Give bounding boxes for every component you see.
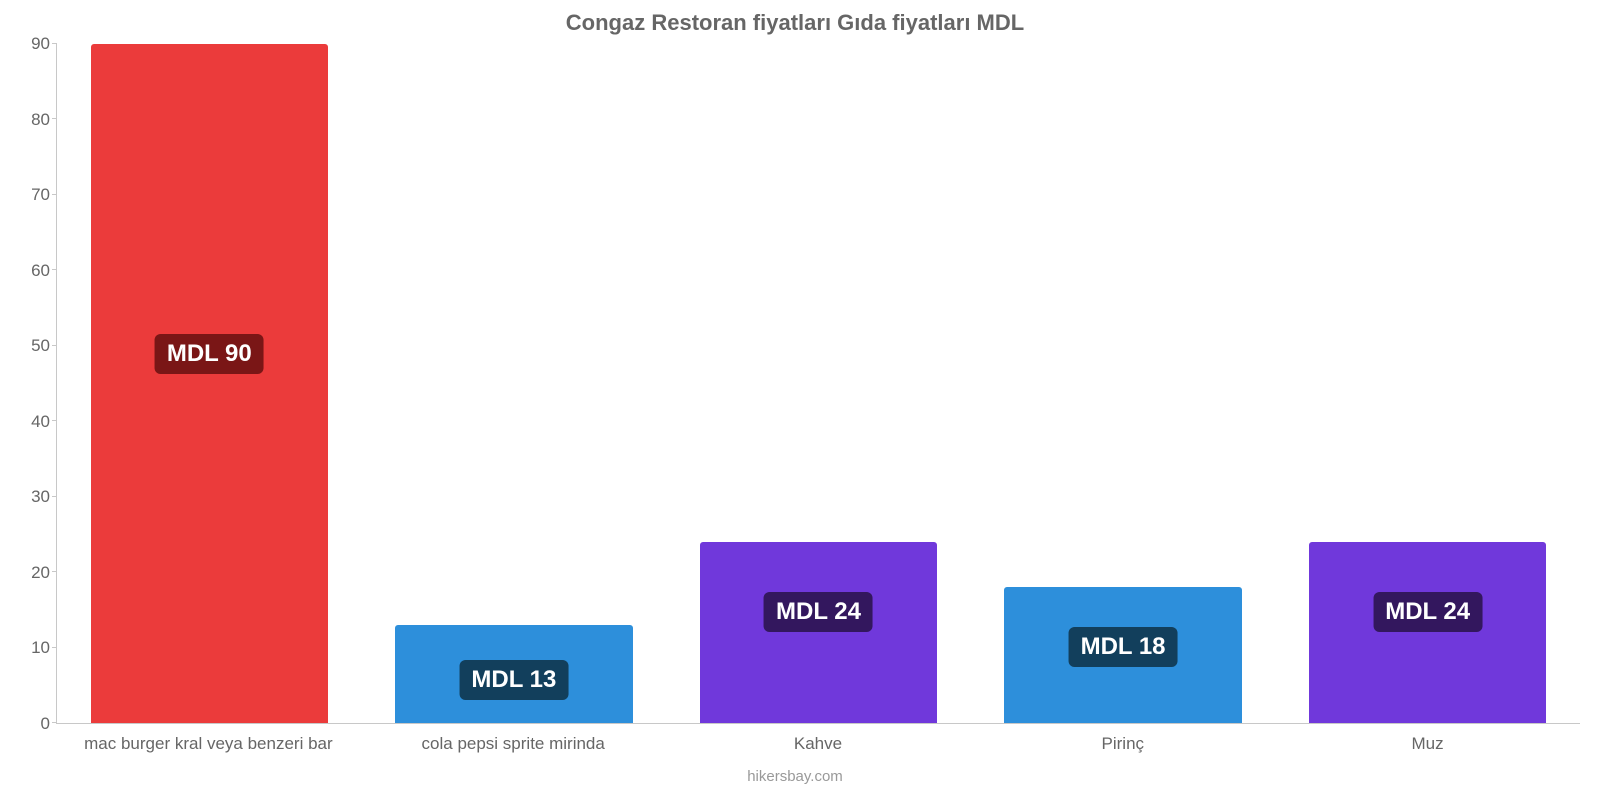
bar-slot: MDL 90: [57, 44, 362, 723]
x-tick-label: Kahve: [666, 724, 971, 754]
bar-slot: MDL 24: [666, 44, 971, 723]
y-tick-label: 80: [31, 110, 50, 130]
x-tick-label: Pirinç: [970, 724, 1275, 754]
y-tick-mark: [52, 722, 57, 723]
x-tick-label: mac burger kral veya benzeri bar: [56, 724, 361, 754]
y-tick-label: 70: [31, 185, 50, 205]
y-tick-mark: [52, 647, 57, 648]
bars-group: MDL 90 MDL 13 MDL 24 MDL 18 MDL 24: [57, 44, 1580, 723]
y-tick-label: 20: [31, 563, 50, 583]
bar: MDL 18: [1004, 587, 1242, 723]
bar-slot: MDL 13: [362, 44, 667, 723]
y-tick-mark: [52, 496, 57, 497]
x-tick-label: Muz: [1275, 724, 1580, 754]
bar-chart: Congaz Restoran fiyatları Gıda fiyatları…: [0, 0, 1600, 800]
y-tick-mark: [52, 269, 57, 270]
plot-area: 0102030405060708090 MDL 90MDL 13MDL 24MD…: [10, 44, 1580, 724]
value-badge: MDL 90: [155, 334, 264, 374]
bar-slot: MDL 24: [1275, 44, 1580, 723]
y-tick-mark: [52, 420, 57, 421]
x-tick-label: cola pepsi sprite mirinda: [361, 724, 666, 754]
x-axis: mac burger kral veya benzeri barcola pep…: [56, 724, 1580, 754]
value-badge: MDL 24: [1373, 592, 1482, 632]
y-tick-label: 0: [41, 714, 50, 734]
bar: MDL 90: [91, 44, 329, 723]
y-tick-mark: [52, 118, 57, 119]
chart-title: Congaz Restoran fiyatları Gıda fiyatları…: [10, 10, 1580, 36]
bar: MDL 13: [395, 625, 633, 723]
chart-footer: hikersbay.com: [10, 768, 1580, 785]
value-badge: MDL 13: [459, 660, 568, 700]
y-tick-label: 30: [31, 487, 50, 507]
y-tick-label: 40: [31, 412, 50, 432]
y-axis: 0102030405060708090: [10, 44, 56, 724]
bar: MDL 24: [1309, 542, 1547, 723]
y-tick-mark: [52, 43, 57, 44]
y-tick-mark: [52, 345, 57, 346]
y-tick-mark: [52, 571, 57, 572]
value-badge: MDL 24: [764, 592, 873, 632]
bar: MDL 24: [700, 542, 938, 723]
y-tick-mark: [52, 194, 57, 195]
y-tick-label: 90: [31, 34, 50, 54]
bar-slot: MDL 18: [971, 44, 1276, 723]
y-tick-label: 60: [31, 261, 50, 281]
plot: MDL 90 MDL 13 MDL 24 MDL 18 MDL 24: [56, 44, 1580, 724]
value-badge: MDL 18: [1069, 627, 1178, 667]
y-tick-label: 10: [31, 638, 50, 658]
y-tick-label: 50: [31, 336, 50, 356]
